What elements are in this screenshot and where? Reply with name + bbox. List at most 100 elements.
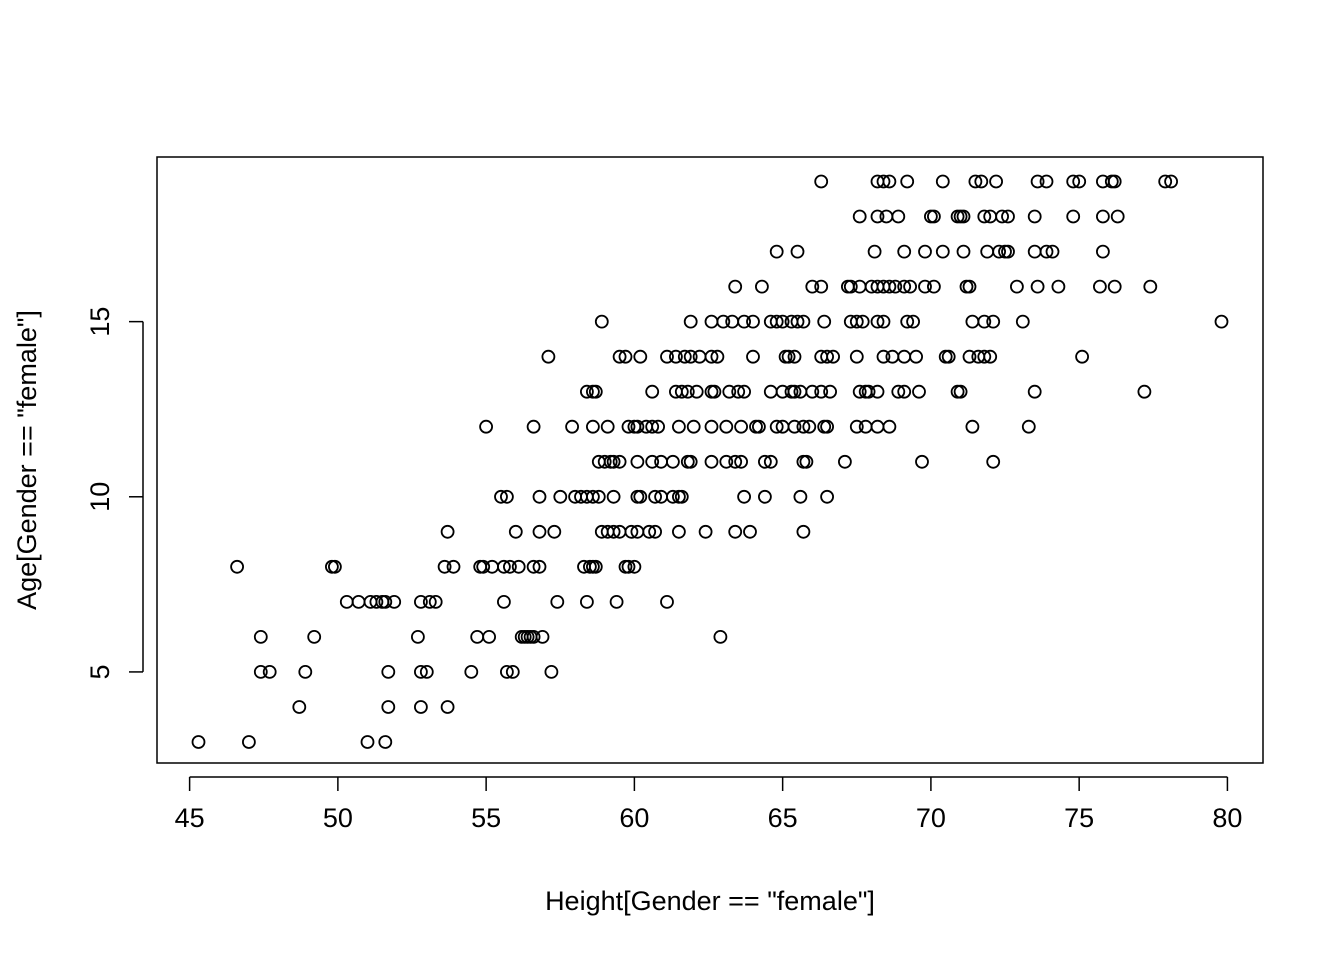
data-point — [799, 454, 814, 469]
data-point — [422, 595, 437, 609]
data-point — [262, 665, 277, 679]
data-point — [378, 595, 393, 609]
data-point — [817, 314, 832, 329]
data-point — [666, 454, 680, 469]
data-point — [716, 314, 731, 329]
x-tick-label: 80 — [1212, 803, 1242, 833]
y-tick-label: 5 — [85, 664, 115, 679]
data-point — [351, 595, 366, 609]
data-point — [876, 349, 891, 364]
data-point — [526, 419, 541, 434]
data-point — [805, 279, 820, 294]
data-point — [935, 244, 950, 259]
data-point — [298, 665, 313, 679]
data-point — [728, 279, 743, 294]
data-point — [796, 419, 811, 434]
data-point — [666, 489, 680, 504]
data-point — [499, 665, 514, 679]
data-point — [446, 559, 461, 574]
data-point — [624, 524, 639, 539]
data-point — [870, 209, 885, 224]
data-point — [885, 349, 900, 364]
data-point — [956, 209, 971, 224]
points-layer — [191, 174, 1229, 749]
data-point — [870, 314, 885, 329]
data-point — [241, 735, 256, 749]
data-point — [790, 244, 805, 259]
data-point — [683, 314, 698, 329]
data-point — [915, 454, 929, 469]
plot-frame — [156, 156, 1264, 764]
data-point — [1010, 279, 1024, 294]
data-point — [852, 279, 867, 294]
data-point — [888, 279, 903, 294]
data-point — [253, 630, 268, 644]
data-point — [1096, 209, 1110, 224]
data-point — [413, 700, 428, 714]
data-point — [464, 665, 479, 679]
data-point — [292, 700, 307, 714]
data-point — [849, 349, 864, 364]
data-point — [544, 665, 559, 679]
data-point — [627, 559, 642, 574]
data-point — [683, 349, 698, 364]
data-point — [861, 384, 876, 399]
data-point — [1039, 174, 1054, 189]
data-point — [737, 489, 751, 504]
data-point — [253, 665, 268, 679]
data-point — [1030, 174, 1045, 189]
data-point — [672, 419, 686, 434]
data-point — [704, 454, 719, 469]
data-point — [995, 209, 1009, 224]
data-point — [734, 454, 748, 469]
data-point — [787, 419, 802, 434]
data-point — [621, 419, 636, 434]
data-point — [876, 314, 891, 329]
data-point — [755, 279, 769, 294]
data-point — [769, 314, 784, 329]
data-point — [1066, 209, 1081, 224]
data-point — [743, 524, 757, 539]
data-point — [1107, 279, 1122, 294]
data-point — [618, 349, 633, 364]
data-point — [704, 349, 719, 364]
data-point — [1001, 209, 1015, 224]
data-point — [496, 559, 511, 574]
data-point — [734, 419, 748, 434]
data-point — [927, 209, 941, 224]
data-point — [606, 489, 621, 504]
data-point — [927, 279, 941, 294]
data-point — [686, 419, 701, 434]
data-point — [630, 419, 645, 434]
data-point — [704, 419, 719, 434]
data-point — [719, 419, 734, 434]
data-point — [606, 454, 621, 469]
data-point — [1072, 174, 1087, 189]
data-point — [870, 384, 885, 399]
data-point — [796, 524, 811, 539]
data-point — [677, 349, 692, 364]
data-point — [591, 489, 606, 504]
data-point — [387, 595, 402, 609]
data-point — [897, 349, 912, 364]
data-point — [793, 489, 808, 504]
data-point — [918, 279, 932, 294]
data-point — [826, 349, 840, 364]
data-point — [980, 244, 995, 259]
data-point — [683, 454, 698, 469]
data-point — [553, 489, 568, 504]
data-point — [680, 384, 695, 399]
data-point — [909, 349, 923, 364]
data-point — [758, 454, 772, 469]
data-point — [965, 419, 980, 434]
data-point — [912, 384, 926, 399]
data-point — [1075, 349, 1089, 364]
x-tick-label: 75 — [1064, 803, 1094, 833]
data-point — [360, 735, 375, 749]
data-point — [651, 419, 665, 434]
data-point — [962, 349, 977, 364]
data-point — [992, 244, 1006, 259]
data-point — [820, 349, 834, 364]
data-point — [550, 595, 565, 609]
